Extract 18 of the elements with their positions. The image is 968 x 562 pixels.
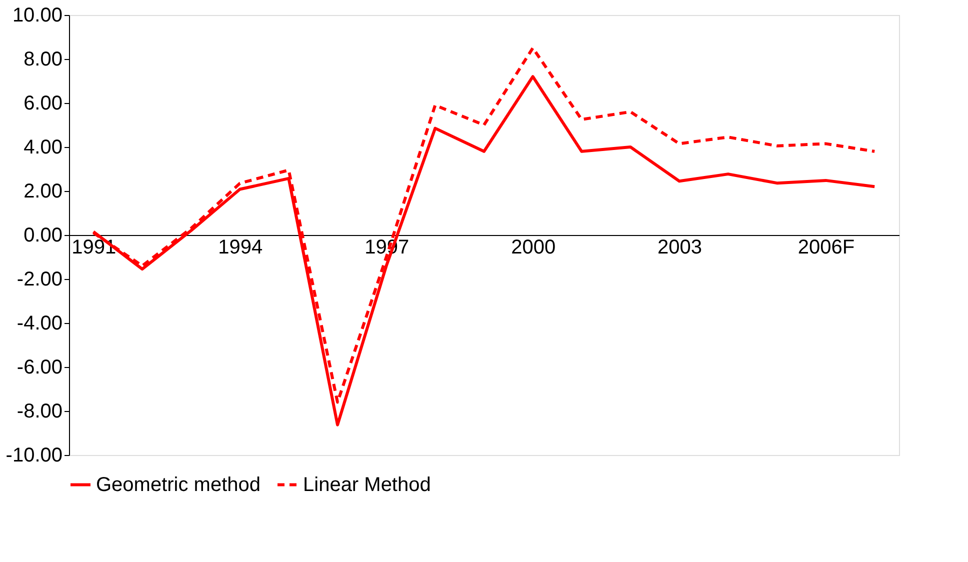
y-tick-label: -8.00	[16, 400, 62, 422]
y-tick-label: 10.00	[12, 4, 62, 26]
y-tick-label: 6.00	[24, 92, 62, 114]
x-tick-label: 1994	[218, 236, 263, 258]
y-tick-label: 4.00	[24, 136, 62, 158]
y-tick-label: -6.00	[16, 356, 62, 378]
y-tick-label: -4.00	[16, 312, 62, 334]
y-tick-label: 8.00	[24, 48, 62, 70]
legend-label: Linear Method	[303, 474, 431, 496]
y-tick-label: 0.00	[24, 224, 62, 246]
legend-label: Geometric method	[96, 474, 261, 496]
x-tick-label: 1991	[72, 236, 116, 258]
y-tick-label: -10.00	[6, 444, 62, 466]
y-tick-label: 2.00	[24, 180, 62, 202]
x-tick-label: 2003	[658, 236, 702, 258]
y-tick-label: -2.00	[16, 268, 62, 290]
x-tick-label: 2000	[511, 236, 556, 258]
x-tick-label: 2006F	[798, 236, 855, 258]
